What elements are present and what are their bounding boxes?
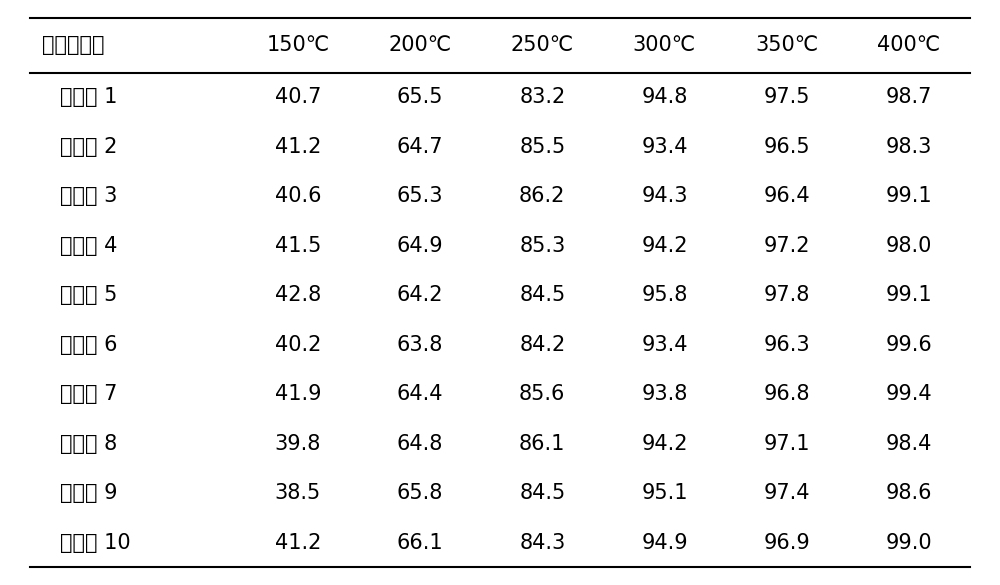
Text: 64.8: 64.8 [397, 433, 443, 454]
Text: 65.3: 65.3 [397, 186, 443, 207]
Text: 96.5: 96.5 [763, 137, 810, 157]
Text: 63.8: 63.8 [397, 335, 443, 355]
Text: 99.6: 99.6 [886, 335, 932, 355]
Text: 41.5: 41.5 [275, 236, 321, 256]
Text: 86.2: 86.2 [519, 186, 565, 207]
Text: 40.6: 40.6 [275, 186, 321, 207]
Text: 97.5: 97.5 [763, 87, 810, 107]
Text: 84.5: 84.5 [519, 483, 565, 503]
Text: 84.3: 84.3 [519, 533, 565, 553]
Text: 64.7: 64.7 [397, 137, 443, 157]
Text: 94.2: 94.2 [641, 433, 688, 454]
Text: 150℃: 150℃ [266, 35, 330, 55]
Text: 94.9: 94.9 [641, 533, 688, 553]
Text: 96.4: 96.4 [763, 186, 810, 207]
Text: 催化剂来源: 催化剂来源 [42, 35, 104, 55]
Text: 实施例 3: 实施例 3 [60, 186, 117, 207]
Text: 200℃: 200℃ [388, 35, 452, 55]
Text: 42.8: 42.8 [275, 285, 321, 305]
Text: 93.4: 93.4 [641, 137, 688, 157]
Text: 实施例 9: 实施例 9 [60, 483, 118, 503]
Text: 250℃: 250℃ [511, 35, 574, 55]
Text: 85.6: 85.6 [519, 384, 565, 404]
Text: 64.4: 64.4 [397, 384, 443, 404]
Text: 350℃: 350℃ [755, 35, 818, 55]
Text: 66.1: 66.1 [397, 533, 443, 553]
Text: 97.1: 97.1 [763, 433, 810, 454]
Text: 93.4: 93.4 [641, 335, 688, 355]
Text: 实施例 7: 实施例 7 [60, 384, 117, 404]
Text: 40.2: 40.2 [275, 335, 321, 355]
Text: 99.1: 99.1 [886, 186, 932, 207]
Text: 实施例 5: 实施例 5 [60, 285, 117, 305]
Text: 40.7: 40.7 [275, 87, 321, 107]
Text: 38.5: 38.5 [275, 483, 321, 503]
Text: 99.4: 99.4 [886, 384, 932, 404]
Text: 实施例 8: 实施例 8 [60, 433, 117, 454]
Text: 实施例 6: 实施例 6 [60, 335, 118, 355]
Text: 86.1: 86.1 [519, 433, 565, 454]
Text: 400℃: 400℃ [877, 35, 941, 55]
Text: 95.8: 95.8 [641, 285, 688, 305]
Text: 84.2: 84.2 [519, 335, 565, 355]
Text: 99.1: 99.1 [886, 285, 932, 305]
Text: 64.9: 64.9 [397, 236, 443, 256]
Text: 84.5: 84.5 [519, 285, 565, 305]
Text: 实施例 2: 实施例 2 [60, 137, 117, 157]
Text: 85.5: 85.5 [519, 137, 565, 157]
Text: 94.2: 94.2 [641, 236, 688, 256]
Text: 实施例 1: 实施例 1 [60, 87, 117, 107]
Text: 98.4: 98.4 [886, 433, 932, 454]
Text: 98.0: 98.0 [886, 236, 932, 256]
Text: 94.8: 94.8 [641, 87, 688, 107]
Text: 93.8: 93.8 [641, 384, 688, 404]
Text: 300℃: 300℃ [633, 35, 696, 55]
Text: 98.6: 98.6 [886, 483, 932, 503]
Text: 99.0: 99.0 [886, 533, 932, 553]
Text: 98.7: 98.7 [886, 87, 932, 107]
Text: 65.8: 65.8 [397, 483, 443, 503]
Text: 94.3: 94.3 [641, 186, 688, 207]
Text: 64.2: 64.2 [397, 285, 443, 305]
Text: 97.8: 97.8 [764, 285, 810, 305]
Text: 95.1: 95.1 [641, 483, 688, 503]
Text: 39.8: 39.8 [275, 433, 321, 454]
Text: 97.4: 97.4 [763, 483, 810, 503]
Text: 65.5: 65.5 [397, 87, 443, 107]
Text: 96.3: 96.3 [763, 335, 810, 355]
Text: 41.2: 41.2 [275, 137, 321, 157]
Text: 实施例 4: 实施例 4 [60, 236, 117, 256]
Text: 98.3: 98.3 [886, 137, 932, 157]
Text: 41.9: 41.9 [275, 384, 321, 404]
Text: 96.9: 96.9 [763, 533, 810, 553]
Text: 97.2: 97.2 [763, 236, 810, 256]
Text: 83.2: 83.2 [519, 87, 565, 107]
Text: 96.8: 96.8 [763, 384, 810, 404]
Text: 85.3: 85.3 [519, 236, 565, 256]
Text: 实施例 10: 实施例 10 [60, 533, 131, 553]
Text: 41.2: 41.2 [275, 533, 321, 553]
